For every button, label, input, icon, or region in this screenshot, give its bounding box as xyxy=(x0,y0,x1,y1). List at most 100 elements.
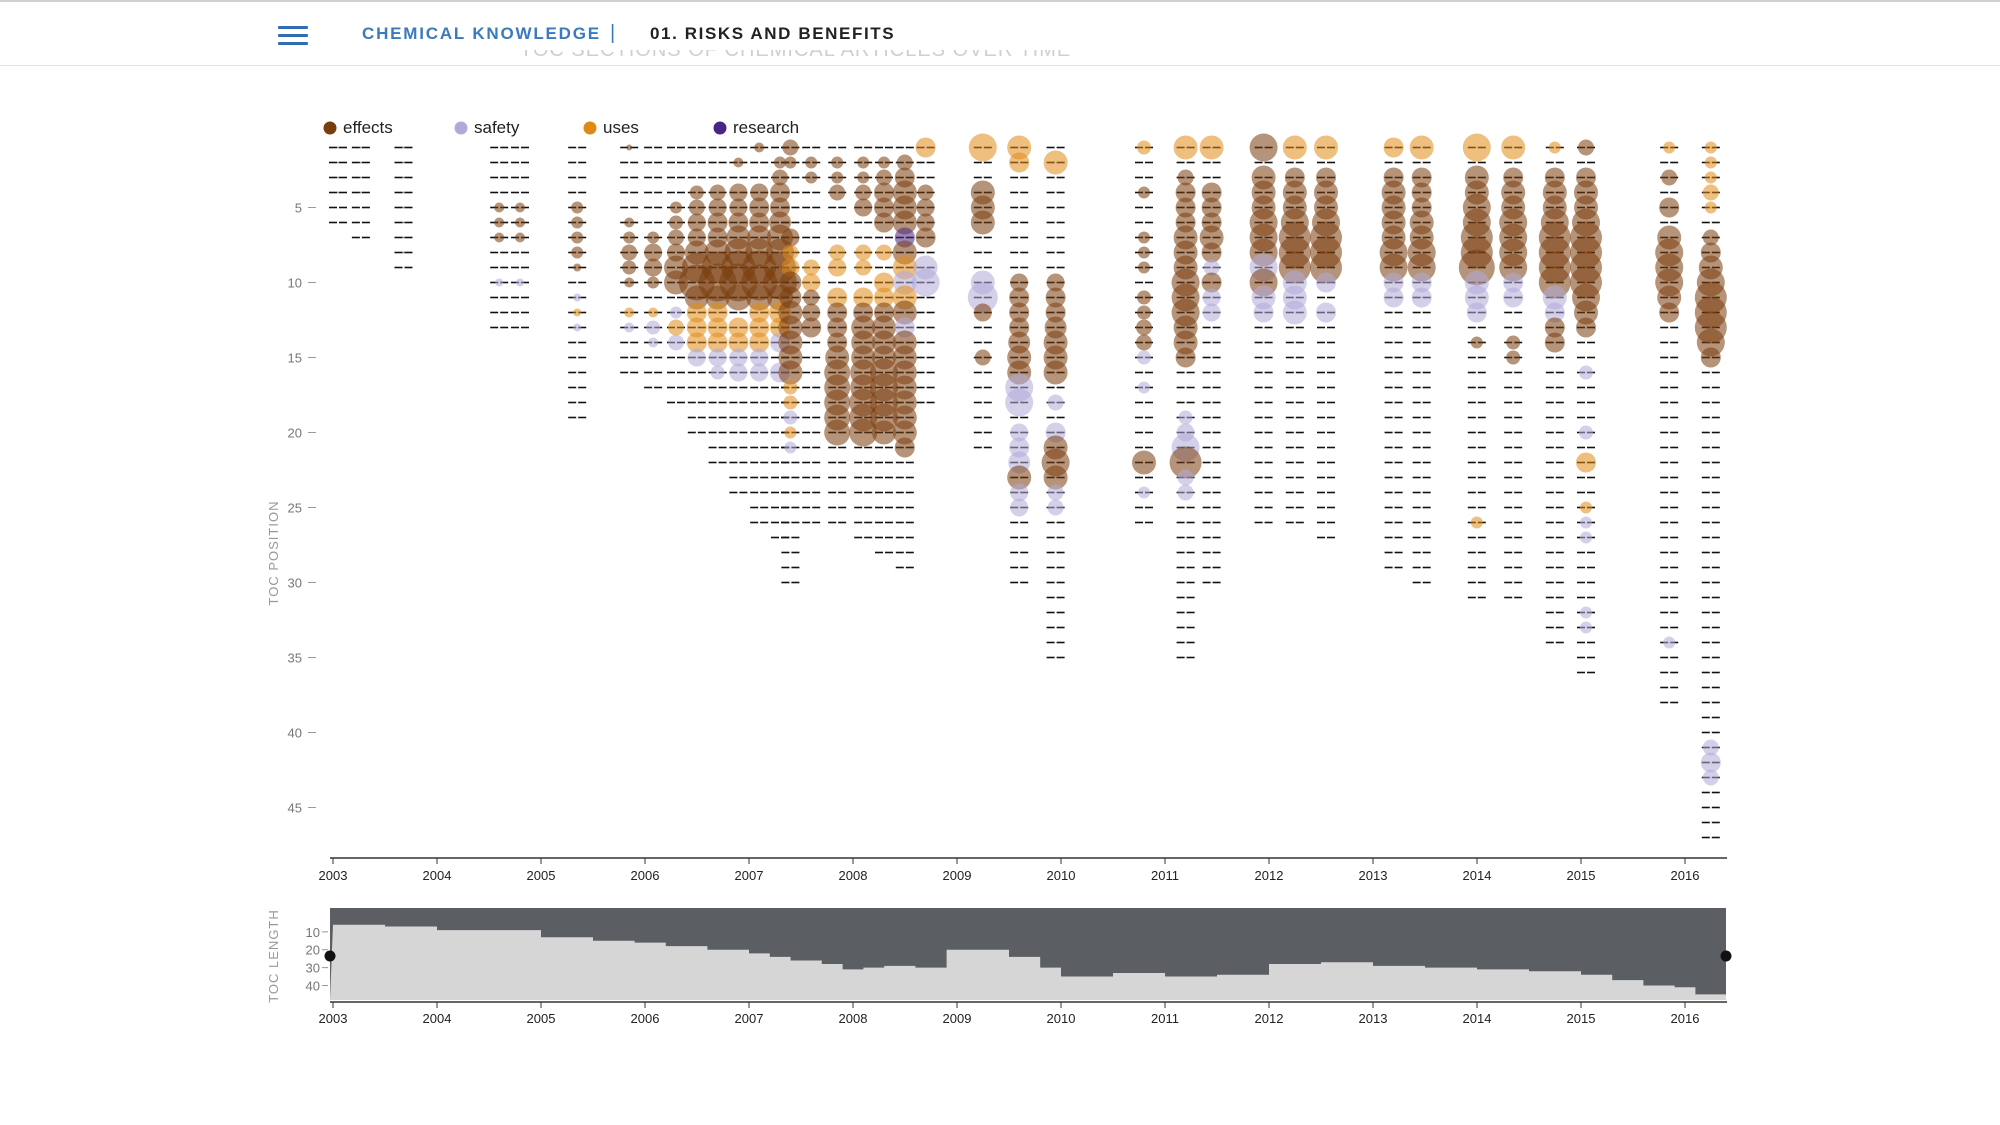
point-safety xyxy=(1005,388,1034,417)
brush-handle-left[interactable] xyxy=(324,950,336,962)
point-safety xyxy=(1702,739,1719,756)
point-effects xyxy=(571,231,584,244)
point-effects xyxy=(337,161,339,164)
point-safety xyxy=(710,365,725,380)
point-uses xyxy=(1704,201,1717,214)
point-uses xyxy=(783,395,798,410)
point-effects xyxy=(571,216,584,229)
point-effects xyxy=(337,191,339,194)
point-effects xyxy=(1578,139,1594,156)
chart-legend: effects safety uses research xyxy=(323,118,799,137)
x-tick-label: 2012 xyxy=(1255,868,1284,883)
point-effects xyxy=(733,157,744,168)
overview-y-axis-label: TOC LENGTH xyxy=(266,909,281,1003)
hamburger-menu-icon[interactable] xyxy=(276,24,310,48)
point-effects xyxy=(337,176,339,179)
point-effects xyxy=(892,210,917,235)
x-tick-label: 2011 xyxy=(1151,868,1179,883)
point-safety xyxy=(1047,394,1064,411)
legend-label-effects: effects xyxy=(343,118,393,137)
point-effects xyxy=(750,183,769,202)
point-uses xyxy=(1462,133,1491,162)
point-effects xyxy=(754,142,765,153)
x-tick-label: 2008 xyxy=(839,868,868,883)
point-uses xyxy=(1470,516,1483,529)
point-uses xyxy=(1009,152,1030,173)
point-effects xyxy=(402,161,405,164)
point-effects xyxy=(782,139,799,156)
point-effects xyxy=(784,156,797,169)
section-link[interactable]: CHEMICAL KNOWLEDGE xyxy=(362,24,601,43)
point-safety xyxy=(1411,287,1432,308)
point-effects xyxy=(1702,229,1719,246)
overview-y-tick-label: 10 xyxy=(306,925,320,940)
point-effects xyxy=(359,191,362,194)
point-safety xyxy=(573,323,582,332)
overview-x-tick-label: 2005 xyxy=(527,1011,556,1026)
point-safety xyxy=(624,322,635,333)
point-uses xyxy=(1043,150,1068,175)
point-safety xyxy=(1466,302,1487,323)
y-tick-label: 40 xyxy=(288,726,302,741)
brush-handle-right[interactable] xyxy=(1720,950,1732,962)
point-uses xyxy=(1501,135,1526,160)
point-effects xyxy=(1138,246,1150,259)
point-effects xyxy=(402,221,405,224)
point-uses xyxy=(828,258,847,277)
x-tick-label: 2014 xyxy=(1463,868,1492,883)
point-uses xyxy=(707,302,728,323)
point-effects xyxy=(1137,290,1151,305)
point-safety xyxy=(1580,606,1592,619)
point-effects xyxy=(803,289,820,306)
point-uses xyxy=(827,287,848,308)
point-effects xyxy=(1177,169,1194,186)
point-effects xyxy=(1138,261,1150,274)
point-safety xyxy=(1202,288,1221,307)
point-safety xyxy=(1010,498,1029,517)
point-effects xyxy=(1506,350,1521,365)
legend-swatch-effects xyxy=(323,121,337,135)
point-uses xyxy=(802,273,821,292)
point-safety xyxy=(1579,365,1593,380)
x-tick-label: 2007 xyxy=(735,868,764,883)
point-effects xyxy=(1700,347,1721,368)
point-effects xyxy=(1173,330,1198,355)
point-effects xyxy=(1411,182,1432,203)
faded-chart-heading: TOC SECTIONS OF CHEMICAL ARTICLES OVER T… xyxy=(520,50,1072,61)
y-tick-label: 20 xyxy=(288,426,302,441)
point-uses xyxy=(1282,135,1307,160)
point-safety xyxy=(1251,285,1276,310)
point-effects xyxy=(1009,317,1030,338)
point-uses xyxy=(1576,452,1596,473)
point-effects xyxy=(1136,334,1152,351)
point-safety xyxy=(1202,303,1221,322)
point-safety xyxy=(1177,484,1194,501)
point-effects xyxy=(805,156,818,169)
point-uses xyxy=(1137,140,1151,155)
point-effects xyxy=(647,276,660,289)
legend-label-research: research xyxy=(733,118,799,137)
point-effects xyxy=(359,146,362,149)
x-tick-label: 2004 xyxy=(423,868,452,883)
point-effects xyxy=(770,182,790,203)
point-uses xyxy=(749,317,770,338)
overview-x-tick-label: 2015 xyxy=(1567,1011,1596,1026)
point-effects xyxy=(778,360,803,385)
point-safety xyxy=(1177,469,1194,486)
point-uses xyxy=(1702,184,1719,201)
overview-x-tick-label: 2006 xyxy=(631,1011,660,1026)
point-effects xyxy=(402,251,405,254)
point-effects xyxy=(571,246,584,259)
point-effects xyxy=(831,171,844,184)
point-effects xyxy=(1661,169,1678,186)
point-effects xyxy=(917,184,934,201)
point-safety xyxy=(1010,423,1029,442)
point-safety xyxy=(670,306,682,319)
point-safety xyxy=(1047,499,1064,516)
point-safety xyxy=(1579,425,1593,440)
point-effects xyxy=(857,156,870,169)
point-effects xyxy=(1132,450,1156,475)
point-safety xyxy=(1010,483,1029,502)
point-safety xyxy=(1544,302,1565,323)
overview-x-tick-label: 2013 xyxy=(1359,1011,1388,1026)
